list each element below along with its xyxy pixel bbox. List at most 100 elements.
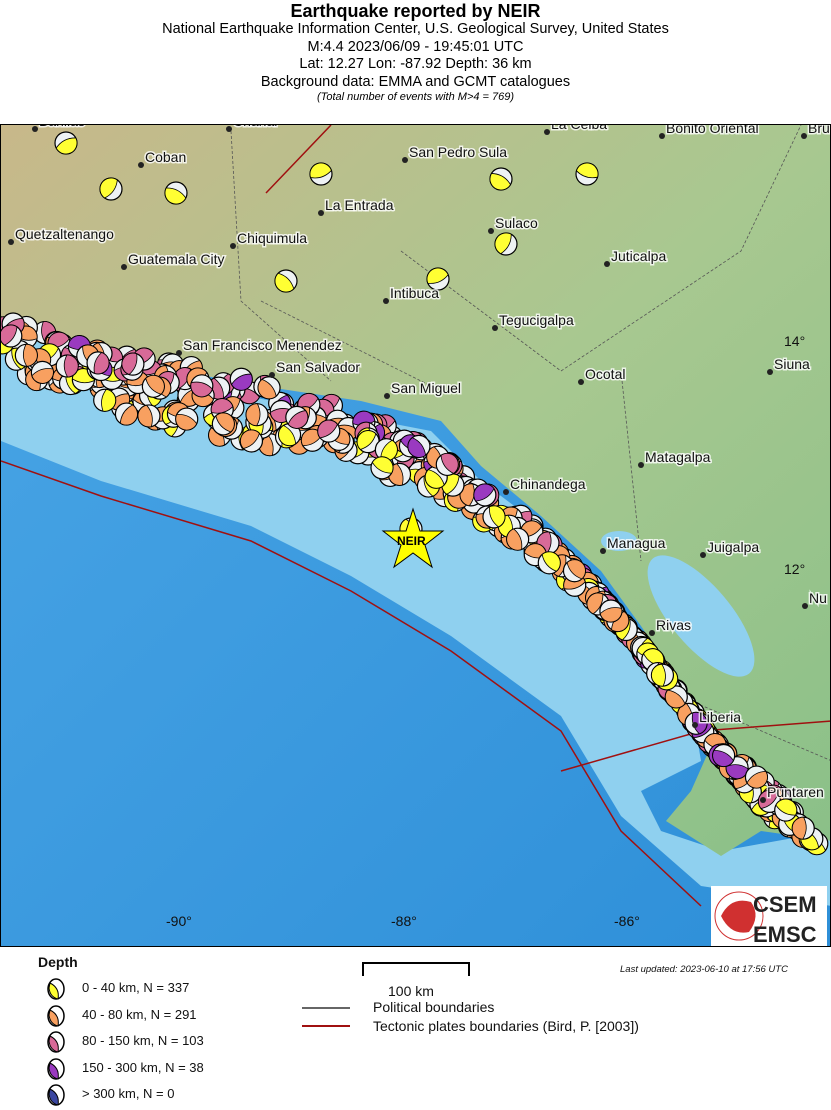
- city-marker[interactable]: San Francisco Menendez: [176, 336, 343, 356]
- city-dot: [318, 210, 324, 216]
- focal-mechanism[interactable]: [774, 798, 798, 822]
- focal-mechanism[interactable]: [356, 430, 380, 454]
- city-marker[interactable]: Chahal: [226, 125, 279, 132]
- tectonic-label: Tectonic plates boundaries (Bird, P. [20…: [373, 1018, 639, 1034]
- beachball-icon: [47, 1004, 65, 1027]
- city-marker[interactable]: Matagalpa: [638, 448, 712, 468]
- focal-mechanism[interactable]: [650, 663, 675, 687]
- focal-mechanism[interactable]: [599, 599, 623, 623]
- title: Earthquake reported by NEIR: [290, 1, 541, 21]
- focal-mechanism[interactable]: [257, 376, 281, 400]
- focal-mechanism[interactable]: [175, 407, 199, 431]
- city-marker[interactable]: Quetzaltenango: [8, 225, 116, 245]
- city-marker[interactable]: La Ceiba: [544, 125, 609, 135]
- focal-mechanism[interactable]: [435, 452, 459, 477]
- city-marker[interactable]: Managua: [600, 534, 667, 554]
- city-marker[interactable]: Intibuca: [383, 284, 441, 304]
- city-marker[interactable]: San Salvador: [269, 358, 362, 378]
- seismicity-map[interactable]: Barillas Chahal La Ceiba Bonito Oriental Bru…: [0, 124, 831, 947]
- focal-mechanism[interactable]: [285, 405, 309, 429]
- focal-mechanism[interactable]: [1, 324, 23, 348]
- epicenter[interactable]: NEIR: [381, 507, 445, 569]
- lake-managua: [601, 531, 637, 551]
- city-marker[interactable]: Juigalpa: [700, 538, 761, 558]
- focal-mechanism[interactable]: [190, 374, 214, 398]
- city-label: San Miguel: [391, 380, 461, 396]
- tectonic-line-sample: [302, 1025, 350, 1027]
- magnitude-time: M:4.4 2023/06/09 - 19:45:01 UTC: [307, 38, 524, 55]
- focal-mechanism[interactable]: [791, 816, 815, 840]
- focal-mechanism[interactable]: [575, 162, 599, 186]
- city-marker[interactable]: Chinandega: [503, 475, 587, 495]
- focal-mechanism[interactable]: [121, 352, 145, 376]
- focal-mechanism[interactable]: [664, 685, 688, 709]
- city-marker[interactable]: Rivas: [649, 616, 693, 636]
- focal-mechanism[interactable]: [426, 267, 450, 291]
- focal-mechanism[interactable]: [506, 527, 530, 551]
- focal-mechanism[interactable]: [274, 269, 298, 293]
- focal-mechanism[interactable]: [482, 505, 506, 529]
- focal-mechanism[interactable]: [370, 456, 394, 480]
- focal-mechanism[interactable]: [229, 367, 253, 391]
- city-marker[interactable]: Tegucigalpa: [492, 311, 575, 331]
- focal-mechanism[interactable]: [317, 419, 341, 443]
- city-dot: [230, 243, 236, 249]
- focal-mechanism[interactable]: [277, 423, 302, 447]
- city-marker[interactable]: Chiquimula: [230, 229, 309, 249]
- city-marker[interactable]: Nu: [802, 589, 828, 609]
- focal-mechanism[interactable]: [93, 388, 117, 412]
- city-marker[interactable]: Sulaco: [488, 214, 540, 234]
- city-marker[interactable]: Guatemala City: [121, 250, 226, 270]
- focal-mechanism[interactable]: [712, 743, 736, 768]
- focal-mechanism[interactable]: [114, 402, 139, 426]
- city-marker[interactable]: Ocotal: [578, 365, 627, 385]
- focal-mechanism[interactable]: [537, 551, 561, 575]
- focal-mechanism[interactable]: [86, 351, 110, 375]
- city-marker[interactable]: La Entrada: [318, 196, 395, 216]
- city-label: Tegucigalpa: [499, 312, 574, 328]
- city-label: Juigalpa: [707, 539, 759, 555]
- focal-mechanism[interactable]: [374, 438, 398, 462]
- focal-mechanism[interactable]: [55, 354, 79, 378]
- city-marker[interactable]: San Pedro Sula: [402, 143, 509, 163]
- city-dot: [8, 239, 14, 245]
- lon-label: -90°: [166, 913, 192, 929]
- city-marker[interactable]: Bonito Oriental: [659, 125, 760, 139]
- focal-mechanism[interactable]: [137, 404, 161, 428]
- focal-mechanism[interactable]: [489, 167, 513, 191]
- city-marker[interactable]: Puntaren: [760, 783, 825, 803]
- focal-mechanism[interactable]: [239, 429, 264, 453]
- city-marker[interactable]: Liberia: [692, 708, 743, 728]
- focal-mechanism[interactable]: [164, 181, 188, 205]
- city-marker[interactable]: Barillas: [32, 125, 86, 132]
- epicenter-star[interactable]: [381, 507, 445, 569]
- focal-mechanism[interactable]: [407, 434, 431, 458]
- svg-text:CSEM: CSEM: [753, 892, 817, 917]
- depth-legend: Depth: [38, 954, 78, 970]
- city-label: Juticalpa: [611, 248, 666, 264]
- focal-mechanism[interactable]: [562, 559, 587, 583]
- city-marker[interactable]: San Miguel: [384, 379, 463, 399]
- city-label: San Francisco Menendez: [183, 337, 342, 353]
- city-marker[interactable]: Bru: [801, 125, 830, 139]
- city-dot: [402, 157, 408, 163]
- focal-mechanism[interactable]: [99, 177, 123, 201]
- city-dot: [383, 298, 389, 304]
- focal-mechanism[interactable]: [141, 374, 165, 398]
- focal-mechanism[interactable]: [14, 343, 38, 367]
- city-marker[interactable]: Coban: [138, 148, 188, 168]
- city-marker[interactable]: Siuna: [767, 355, 812, 375]
- city-dot: [176, 350, 182, 356]
- focal-mechanism[interactable]: [473, 483, 497, 507]
- focal-mechanism[interactable]: [54, 131, 78, 155]
- focal-mechanism[interactable]: [494, 232, 518, 256]
- focal-mechanism[interactable]: [211, 412, 235, 436]
- focal-mechanism[interactable]: [245, 403, 269, 427]
- focal-mechanism[interactable]: [30, 360, 54, 384]
- city-marker[interactable]: Juticalpa: [604, 247, 668, 267]
- focal-mechanism[interactable]: [309, 162, 333, 186]
- legend-item: 0 - 40 km, N = 337: [46, 978, 189, 1000]
- focal-mechanism[interactable]: [744, 765, 769, 789]
- city-label: San Salvador: [276, 359, 360, 375]
- city-label: Guatemala City: [128, 251, 224, 267]
